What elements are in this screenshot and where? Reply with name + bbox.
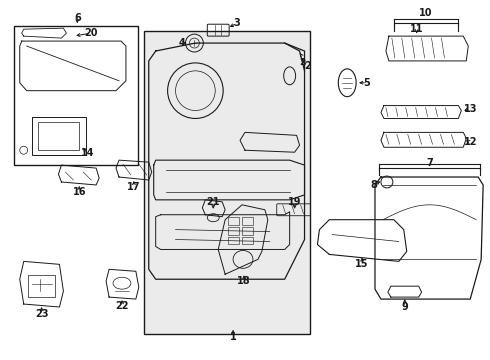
Text: 6: 6 — [74, 13, 81, 23]
Text: 10: 10 — [419, 8, 432, 18]
Text: 3: 3 — [234, 18, 241, 28]
Bar — [228, 227, 239, 235]
Bar — [242, 217, 253, 225]
Text: 21: 21 — [206, 197, 220, 207]
Text: 9: 9 — [401, 302, 408, 312]
Text: 22: 22 — [115, 301, 129, 311]
Text: 23: 23 — [35, 309, 49, 319]
Text: 7: 7 — [426, 158, 433, 168]
Text: 15: 15 — [355, 259, 369, 269]
Bar — [32, 117, 86, 155]
Text: 18: 18 — [237, 276, 251, 286]
Text: 2: 2 — [304, 61, 311, 71]
Bar — [14, 26, 138, 165]
Text: 20: 20 — [84, 28, 98, 38]
Text: 12: 12 — [464, 137, 477, 147]
Text: 19: 19 — [288, 197, 301, 207]
Text: 5: 5 — [364, 78, 370, 88]
Text: 2: 2 — [299, 58, 306, 67]
Text: 8: 8 — [370, 180, 377, 190]
Text: 11: 11 — [410, 24, 423, 34]
Bar — [242, 237, 253, 244]
Bar — [228, 217, 239, 225]
Bar — [28, 275, 55, 297]
Text: 4: 4 — [179, 38, 186, 48]
Text: 17: 17 — [127, 182, 141, 192]
Text: 13: 13 — [464, 104, 477, 113]
Text: 14: 14 — [80, 148, 94, 158]
Bar — [38, 122, 79, 150]
Bar — [242, 227, 253, 235]
Bar — [144, 31, 311, 334]
Text: 16: 16 — [73, 187, 86, 197]
Text: 1: 1 — [230, 332, 237, 342]
Bar — [228, 237, 239, 244]
